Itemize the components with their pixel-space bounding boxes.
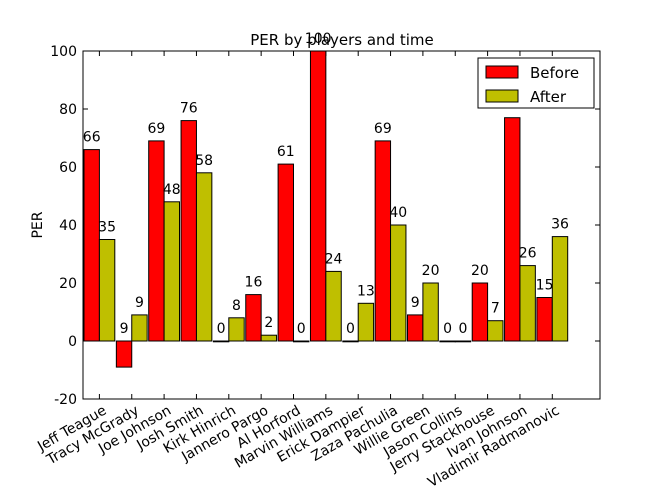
bar-before: [309, 50, 327, 342]
data-label: 0: [297, 321, 306, 337]
data-label: 13: [357, 283, 375, 299]
data-label: 9: [120, 321, 129, 337]
y-tick-label: 100: [50, 44, 77, 60]
data-label: 0: [458, 321, 467, 337]
data-label: 7: [491, 301, 500, 317]
data-label: 69: [374, 121, 392, 137]
bar-after: [390, 224, 407, 342]
bar-after: [519, 265, 536, 342]
bar-before: [83, 149, 100, 342]
bar-before: [245, 294, 262, 342]
bar-before: [536, 297, 553, 342]
bar-after: [163, 201, 181, 342]
data-label: 76: [180, 101, 198, 117]
legend-label-before: Before: [530, 64, 579, 82]
legend-swatch-after: [485, 89, 519, 103]
y-tick-label: 60: [59, 160, 77, 176]
data-label: 9: [135, 295, 144, 311]
bar-before: [212, 340, 230, 343]
bar-after: [454, 340, 472, 343]
data-label: 20: [471, 263, 489, 279]
bar-after: [487, 320, 504, 342]
bar-before: [504, 117, 521, 342]
bar-before: [277, 163, 295, 342]
legend-swatch-before: [485, 65, 519, 79]
data-label: 8: [232, 298, 241, 314]
bar-after: [98, 239, 116, 342]
data-label: 35: [98, 220, 116, 236]
data-label: 66: [83, 130, 101, 146]
data-label: 61: [277, 144, 295, 160]
data-label: 69: [147, 121, 165, 137]
bar-after: [357, 302, 375, 342]
bar-after: [260, 334, 278, 342]
bar-before: [342, 340, 359, 343]
data-label: 58: [195, 153, 213, 169]
data-label: 24: [325, 251, 343, 267]
data-label: 40: [389, 205, 407, 221]
bar-before: [374, 140, 392, 342]
data-label: 9: [411, 295, 420, 311]
y-tick-label: -20: [54, 392, 77, 408]
y-tick-label: 40: [59, 218, 77, 234]
bar-before: [180, 120, 197, 342]
bar-after: [228, 317, 245, 342]
legend: Before After: [477, 57, 595, 109]
data-label: 2: [264, 315, 273, 331]
bar-before: [407, 314, 424, 342]
data-label: 100: [305, 31, 332, 47]
legend-label-after: After: [530, 88, 567, 106]
bar-before: [439, 340, 456, 343]
bars: [83, 50, 569, 368]
data-label: 48: [163, 182, 181, 198]
bar-after: [422, 282, 439, 342]
y-tick-label: 0: [68, 334, 77, 350]
data-label: 26: [519, 246, 537, 262]
chart-title: PER by players and time: [250, 31, 434, 49]
plot-frame: [82, 50, 601, 400]
data-label: 16: [245, 275, 263, 291]
bar-after: [551, 236, 569, 342]
bar-after: [293, 340, 310, 343]
data-label: 0: [346, 321, 355, 337]
bar-before: [471, 282, 489, 342]
bar-before: [115, 340, 133, 368]
bar-before: [148, 140, 165, 342]
data-label: 0: [443, 321, 452, 337]
y-tick-label: 80: [59, 102, 77, 118]
data-label: 36: [551, 217, 569, 233]
data-label: 0: [217, 321, 226, 337]
data-label: 20: [422, 263, 440, 279]
bar-after: [325, 270, 342, 342]
y-tick-label: 20: [59, 276, 77, 292]
data-label: 15: [536, 278, 554, 294]
bar-after: [131, 314, 148, 342]
y-axis-label: PER: [30, 211, 46, 238]
bar-after: [195, 172, 213, 342]
